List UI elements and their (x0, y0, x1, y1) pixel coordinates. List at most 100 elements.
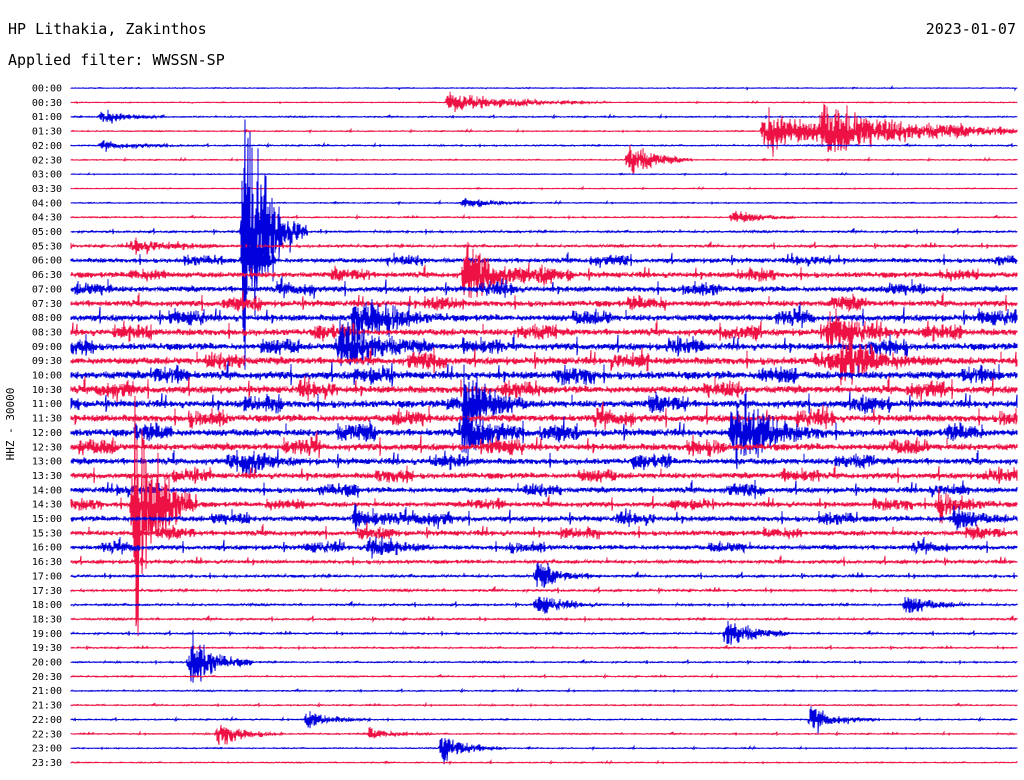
row-time-label: 12:00 (32, 428, 62, 439)
trace-line-0530 (70, 237, 1018, 255)
row-time-label: 05:30 (32, 241, 62, 252)
row-time-label: 20:00 (32, 658, 62, 669)
trace-line-0800 (70, 299, 1018, 341)
row-time-label: 17:00 (32, 571, 62, 582)
row-time-label: 10:30 (32, 385, 62, 396)
trace-line-1000 (70, 361, 1018, 387)
row-time-label: 00:00 (32, 84, 62, 95)
row-time-label: 11:30 (32, 414, 62, 425)
row-time-label: 21:30 (32, 701, 62, 712)
row-time-label: 18:30 (32, 614, 62, 625)
row-time-label: 10:00 (32, 371, 62, 382)
trace-line-2130 (70, 701, 1018, 708)
row-time-label: 14:30 (32, 500, 62, 511)
trace-line-1800 (70, 596, 1018, 614)
trace-line-2200 (70, 706, 1018, 735)
trace-line-2030 (70, 672, 1018, 679)
trace-line-1100 (70, 364, 1018, 456)
trace-line-0130 (70, 103, 1018, 157)
row-time-label: 07:30 (32, 299, 62, 310)
row-time-label: 23:30 (32, 758, 62, 769)
trace-line-0730 (70, 290, 1018, 313)
trace-line-0430 (70, 210, 1018, 223)
trace-line-0830 (70, 308, 1018, 351)
row-time-label: 15:00 (32, 514, 62, 525)
trace-line-2100 (70, 687, 1018, 694)
row-time-label: 08:00 (32, 313, 62, 324)
trace-line-0200 (70, 140, 1018, 152)
station-title: HP Lithakia, Zakinthos (8, 20, 207, 38)
row-time-label: 21:00 (32, 686, 62, 697)
row-time-label: 23:00 (32, 744, 62, 755)
trace-line-1030 (70, 375, 1018, 403)
filter-value: WWSSN-SP (152, 51, 225, 69)
row-time-label: 03:30 (32, 184, 62, 195)
trace-line-1330 (70, 465, 1018, 484)
trace-line-1400 (70, 480, 1018, 500)
row-time-label: 13:00 (32, 457, 62, 468)
row-time-label: 12:30 (32, 442, 62, 453)
trace-line-0230 (70, 144, 1018, 175)
trace-group (70, 84, 1018, 766)
row-time-label: 04:00 (32, 198, 62, 209)
row-label-group: 00:00 00:30 01:00 01:30 02:00 02:30 03:00 03:30… (32, 84, 62, 769)
trace-line-1700 (70, 562, 1018, 588)
trace-line-0300 (70, 171, 1018, 177)
trace-line-2230 (70, 724, 1018, 745)
trace-line-0630 (70, 242, 1018, 299)
trace-line-1630 (70, 555, 1018, 567)
row-time-label: 02:00 (32, 141, 62, 152)
trace-line-1530 (70, 522, 1018, 541)
row-time-label: 04:30 (32, 213, 62, 224)
record-date: 2023-01-07 (925, 20, 1016, 38)
row-time-label: 13:30 (32, 471, 62, 482)
row-time-label: 19:00 (32, 629, 62, 640)
row-time-label: 07:00 (32, 284, 62, 295)
trace-line-1430 (70, 395, 1018, 637)
trace-line-0030 (70, 91, 1018, 113)
row-time-label: 01:30 (32, 127, 62, 138)
y-axis-label: HHZ - 30000 (4, 388, 17, 461)
row-time-label: 05:00 (32, 227, 62, 238)
row-time-label: 19:30 (32, 643, 62, 654)
trace-line-1600 (70, 536, 1018, 559)
trace-line-2330 (70, 758, 1018, 766)
row-time-label: 15:30 (32, 528, 62, 539)
trace-line-2000 (70, 630, 1018, 683)
filter-line: Applied filter: WWSSN-SP (8, 51, 225, 69)
filter-label: Applied filter: (8, 51, 144, 69)
trace-line-0400 (70, 198, 1018, 208)
row-time-label: 09:00 (32, 342, 62, 353)
row-time-label: 20:30 (32, 672, 62, 683)
trace-line-1830 (70, 615, 1018, 623)
row-time-label: 11:00 (32, 399, 62, 410)
row-time-label: 17:30 (32, 586, 62, 597)
trace-line-0000 (70, 84, 1018, 92)
row-time-label: 06:00 (32, 256, 62, 267)
row-time-label: 14:00 (32, 485, 62, 496)
trace-line-1200 (70, 397, 1018, 470)
trace-line-1230 (70, 430, 1018, 459)
trace-line-1300 (70, 449, 1018, 477)
trace-line-0700 (70, 275, 1018, 299)
trace-line-0500 (70, 119, 1018, 370)
row-time-label: 00:30 (32, 98, 62, 109)
trace-line-2300 (70, 737, 1018, 765)
row-time-label: 02:30 (32, 155, 62, 166)
trace-line-1930 (70, 645, 1018, 651)
trace-line-1900 (70, 620, 1018, 645)
row-time-label: 16:00 (32, 543, 62, 554)
trace-line-0100 (70, 109, 1018, 124)
trace-line-1730 (70, 586, 1018, 595)
trace-line-0600 (70, 195, 1018, 318)
row-time-label: 16:30 (32, 557, 62, 568)
row-time-label: 09:30 (32, 356, 62, 367)
row-time-label: 22:30 (32, 729, 62, 740)
row-time-label: 06:30 (32, 270, 62, 281)
trace-line-1500 (70, 503, 1018, 531)
row-time-label: 01:00 (32, 112, 62, 123)
trace-line-1130 (70, 401, 1018, 430)
row-time-label: 18:00 (32, 600, 62, 611)
trace-line-0330 (70, 185, 1018, 191)
